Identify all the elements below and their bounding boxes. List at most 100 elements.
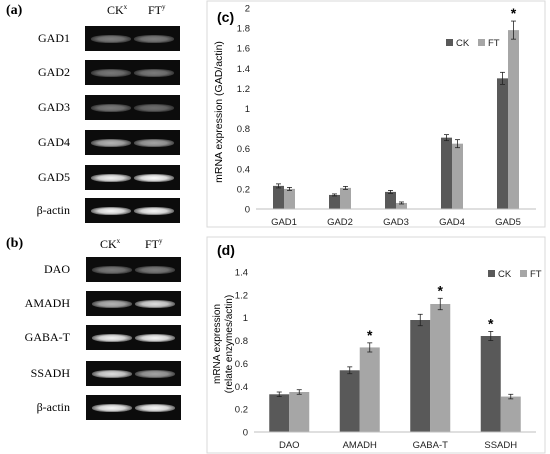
- gel-b-label-dao: DAO: [44, 261, 70, 276]
- gel-a-ck-sup: x: [123, 3, 128, 11]
- d-xtick-gaba-t: GABA-T: [413, 440, 449, 451]
- gel-b-ck-sup: x: [116, 237, 121, 245]
- d-significance-mark: *: [488, 315, 494, 331]
- gel-a-strip-gad5: [85, 165, 180, 190]
- chart-c-ylabel: mRNA expression (GAD/actin): [213, 41, 225, 183]
- gel-band-ft: [134, 206, 175, 215]
- gel-a-label-gad4: GAD4: [38, 134, 70, 149]
- gel-band-ck: [90, 68, 131, 77]
- gel-band-ft: [135, 369, 176, 378]
- c-bar-gad4-ft: [452, 143, 463, 209]
- d-ytick-label: 0.4: [235, 382, 248, 393]
- chart-d-ylabel-line2: (relate enzymes/actin): [224, 295, 235, 393]
- gel-band-ck: [90, 34, 131, 43]
- c-xtick-gad2: GAD2: [327, 217, 353, 228]
- d-bar-amadh-ck: [339, 370, 360, 432]
- d-ytick-label: 1.2: [235, 290, 248, 301]
- gel-a-ft-text: FT: [148, 3, 163, 17]
- gel-b-ft-sup: y: [159, 237, 163, 245]
- gel-a-label-actin: β-actin: [36, 202, 70, 217]
- gel-band-ck: [90, 103, 131, 112]
- d-ytick-label: 0.8: [235, 336, 248, 347]
- gel-a-ck-header: CKx: [107, 3, 127, 18]
- gel-band-ft: [135, 403, 176, 412]
- d-bar-ssadh-ck: [480, 336, 501, 432]
- chart-d: (d) mRNA expression (relate enzymes/acti…: [206, 236, 546, 454]
- gel-a-strip-gad1: [85, 26, 180, 51]
- d-bar-gaba-t-ck: [410, 320, 431, 432]
- c-ytick-label: 0: [245, 205, 250, 216]
- d-bar-dao-ck: [269, 394, 290, 432]
- gel-b-ck-text: CK: [100, 237, 117, 251]
- c-xtick-gad3: GAD3: [383, 217, 409, 228]
- c-bar-gad3-ck: [385, 191, 396, 209]
- d-xtick-amadh: AMADH: [343, 440, 377, 451]
- c-ytick-label: 1: [245, 104, 250, 115]
- c-legend-label-ft: FT: [488, 38, 500, 49]
- gel-b-label-amadh: AMADH: [24, 295, 70, 310]
- d-bar-gaba-t-ft: [430, 304, 451, 432]
- c-bar-gad5-ck: [497, 78, 508, 209]
- gel-band-ck: [90, 206, 131, 215]
- gel-b-strip-actin: [86, 395, 181, 420]
- d-ytick-label: 1.4: [235, 268, 248, 279]
- c-ytick-label: 2: [245, 4, 250, 15]
- c-legend-label-ck: CK: [456, 38, 470, 49]
- c-ytick-label: 1.8: [237, 24, 250, 35]
- gel-band-ck: [91, 265, 132, 274]
- gel-band-ck: [90, 173, 131, 182]
- gel-b-ck-header: CKx: [100, 237, 120, 252]
- gel-a-ft-header: FTy: [148, 3, 166, 18]
- chart-c-frame: [206, 0, 546, 228]
- chart-d-ylabel-line1: mRNA expression: [212, 304, 223, 384]
- c-ytick-label: 0.6: [237, 144, 250, 155]
- gel-a-strip-gad3: [85, 95, 180, 120]
- d-bar-dao-ft: [289, 392, 310, 432]
- gel-a-label-gad1: GAD1: [38, 30, 70, 45]
- panel-a-label: (a): [6, 3, 23, 18]
- panel-b-label: (b): [6, 236, 24, 251]
- gel-a-label-gad3: GAD3: [38, 99, 70, 114]
- gel-b-strip-amadh: [86, 291, 181, 316]
- chart-d-panel-label: (d): [217, 242, 235, 258]
- chart-c-legend: CK FT: [446, 38, 500, 49]
- gel-a-ft-sup: y: [162, 3, 166, 11]
- c-legend-swatch-ck: [446, 39, 453, 46]
- d-legend-swatch-ft: [520, 270, 527, 277]
- gel-a-ck-text: CK: [107, 3, 124, 17]
- gel-b-label-gaba-t: GABA-T: [24, 329, 70, 344]
- c-ytick-label: 1.4: [237, 64, 250, 75]
- c-xtick-gad1: GAD1: [271, 217, 297, 228]
- gel-a-strip-gad2: [85, 60, 180, 85]
- chart-d-bars: * * *: [269, 282, 521, 432]
- chart-c-y-axis: 0 0.2 0.4 0.6 0.8 1 1.2 1.4 1.6 1.8 2: [237, 4, 250, 216]
- d-legend-label-ck: CK: [498, 269, 512, 280]
- chart-d-x-axis: DAO AMADH GABA-T SSADH: [254, 431, 536, 451]
- gel-band-ck: [90, 138, 131, 147]
- gel-band-ft: [134, 34, 175, 43]
- gel-band-ft: [135, 265, 176, 274]
- c-ytick-label: 1.6: [237, 44, 250, 55]
- gel-band-ck: [91, 403, 132, 412]
- c-xtick-gad5: GAD5: [495, 217, 521, 228]
- d-ytick-label: 0: [243, 428, 248, 439]
- d-significance-mark: *: [367, 327, 373, 343]
- gel-b-strip-dao: [86, 257, 181, 282]
- c-bar-gad2-ck: [329, 194, 340, 209]
- gel-band-ft: [135, 299, 176, 308]
- gel-band-ft: [134, 138, 175, 147]
- c-ytick-label: 0.4: [237, 164, 250, 175]
- c-bar-gad2-ft: [340, 187, 351, 209]
- gel-b-ft-text: FT: [145, 237, 160, 251]
- chart-d-y-axis: 0 0.2 0.4 0.6 0.8 1 1.2 1.4: [235, 268, 248, 439]
- c-bar-gad5-ft: [508, 30, 519, 209]
- chart-c-panel-label: (c): [217, 9, 234, 25]
- d-xtick-dao: DAO: [279, 440, 300, 451]
- gel-band-ft: [135, 333, 176, 342]
- c-ytick-label: 0.8: [237, 124, 250, 135]
- c-xtick-gad4: GAD4: [439, 217, 465, 228]
- c-bar-gad1-ck: [273, 185, 284, 209]
- gel-band-ck: [91, 333, 132, 342]
- gel-band-ft: [134, 68, 175, 77]
- gel-a-label-gad5: GAD5: [38, 169, 70, 184]
